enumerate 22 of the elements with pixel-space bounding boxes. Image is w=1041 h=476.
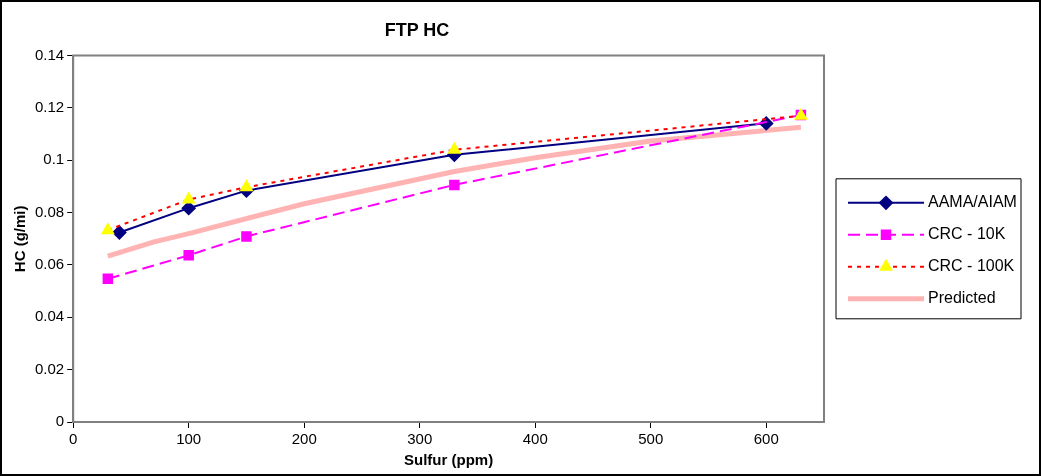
y-tick-label: 0.02 [34, 359, 65, 377]
y-axis-title: HC (g/mi) [11, 205, 29, 273]
x-tick-label: 600 [753, 430, 779, 448]
x-tick-label: 100 [176, 430, 202, 448]
y-tick-label: 0.06 [34, 255, 65, 273]
x-tick-label: 0 [69, 430, 78, 448]
y-tick-label: 0.14 [34, 45, 65, 63]
legend-label: AAMA/AIAM [928, 193, 1017, 211]
x-tick-label: 200 [291, 430, 317, 448]
y-tick-label: 0.04 [34, 307, 65, 325]
y-tick-label: 0.08 [34, 202, 65, 220]
y-tick-label: 0.12 [34, 98, 65, 116]
y-tick-label: 0 [55, 412, 65, 430]
x-tick-label: 300 [407, 430, 433, 448]
x-tick-label: 400 [522, 430, 548, 448]
y-tick-label: 0.1 [43, 150, 65, 168]
legend-label: CRC - 10K [928, 225, 1006, 243]
x-tick-label: 500 [638, 430, 664, 448]
x-axis-title: Sulfur (ppm) [404, 451, 494, 469]
chart-title: FTP HC [384, 19, 450, 40]
legend-label: CRC - 100K [928, 257, 1015, 275]
legend-label: Predicted [928, 289, 996, 307]
